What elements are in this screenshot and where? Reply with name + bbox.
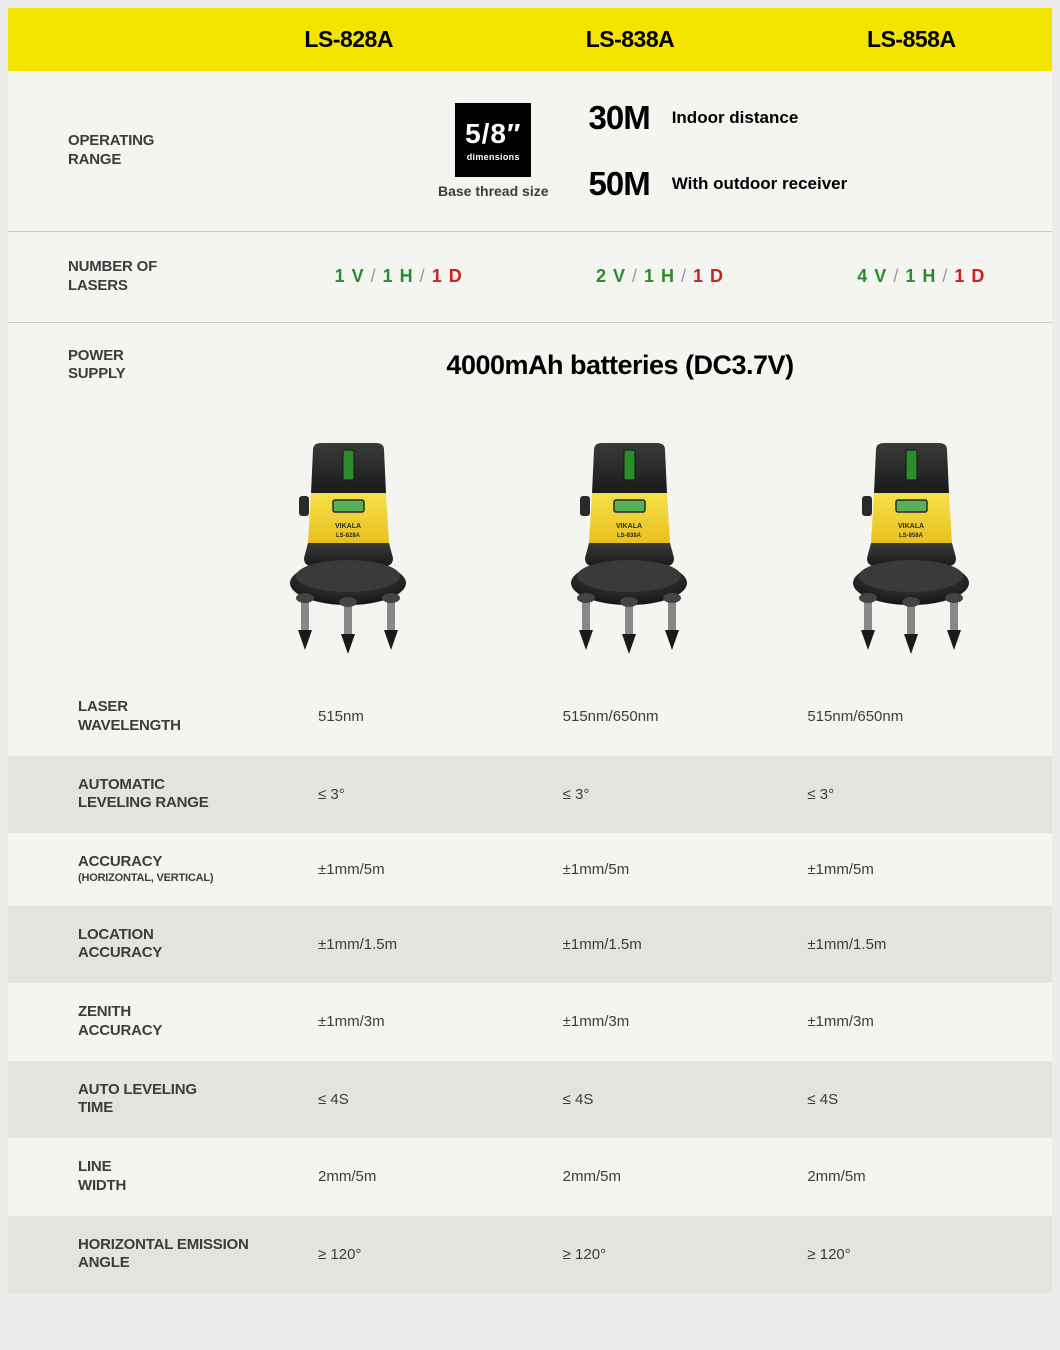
- thread-badge: 5/8″ dimensions Base thread size: [438, 103, 549, 199]
- laser-spec-2: 2 V/1 H/1 D: [529, 266, 790, 287]
- spec-row: AUTO LEVELINGTIME≤ 4S≤ 4S≤ 4S: [8, 1061, 1052, 1139]
- spec-row-label: AUTOMATICLEVELING RANGE: [78, 776, 318, 814]
- spec-value: ±1mm/1.5m: [563, 936, 808, 953]
- row-operating-range: OPERATING RANGE 5/8″ dimensions Base thr…: [8, 71, 1052, 232]
- spec-row: LOCATIONACCURACY±1mm/1.5m±1mm/1.5m±1mm/1…: [8, 906, 1052, 984]
- spec-value: 2mm/5m: [318, 1168, 563, 1185]
- spec-value: ≤ 4S: [318, 1091, 563, 1108]
- power-label: POWER SUPPLY: [68, 347, 268, 385]
- header-row: LS-828A LS-838A LS-858A: [8, 8, 1052, 71]
- product-image-3: VIKALA LS-858A: [771, 438, 1052, 658]
- comparison-table: LS-828A LS-838A LS-858A OPERATING RANGE …: [0, 0, 1060, 1301]
- spec-value: ≤ 3°: [318, 786, 563, 803]
- spec-value: ±1mm/1.5m: [807, 936, 1052, 953]
- spec-value: ≤ 3°: [563, 786, 808, 803]
- svg-text:VIKALA: VIKALA: [335, 523, 361, 530]
- spec-value: ±1mm/5m: [807, 861, 1052, 878]
- spec-table: LASERWAVELENGTH515nm515nm/650nm515nm/650…: [8, 678, 1052, 1293]
- spec-value: ≤ 4S: [563, 1091, 808, 1108]
- svg-text:VIKALA: VIKALA: [898, 523, 924, 530]
- spec-row-label: ACCURACY(HORIZONTAL, VERTICAL): [78, 853, 318, 886]
- model-header-1: LS-828A: [208, 26, 489, 53]
- laser-spec-3: 4 V/1 H/1 D: [791, 266, 1052, 287]
- product-image-1: VIKALA LS-828A: [208, 438, 489, 658]
- spec-value: ±1mm/5m: [318, 861, 563, 878]
- spec-value: ±1mm/3m: [807, 1013, 1052, 1030]
- spec-value: ≥ 120°: [807, 1246, 1052, 1263]
- svg-text:LS-828A: LS-828A: [336, 533, 361, 539]
- spec-value: ±1mm/5m: [563, 861, 808, 878]
- spec-value: ±1mm/1.5m: [318, 936, 563, 953]
- spec-value: ≤ 3°: [807, 786, 1052, 803]
- distance-column: 30M Indoor distance 50M With outdoor rec…: [589, 99, 848, 203]
- spec-row-label: ZENITHACCURACY: [78, 1003, 318, 1041]
- spec-value: 2mm/5m: [563, 1168, 808, 1185]
- spec-row: LINEWIDTH2mm/5m2mm/5m2mm/5m: [8, 1138, 1052, 1216]
- outdoor-distance: 50M With outdoor receiver: [589, 165, 848, 203]
- spec-row: LASERWAVELENGTH515nm515nm/650nm515nm/650…: [8, 678, 1052, 756]
- model-header-2: LS-838A: [489, 26, 770, 53]
- spec-row-label: HORIZONTAL EMISSIONANGLE: [78, 1236, 318, 1274]
- spec-value: ≥ 120°: [563, 1246, 808, 1263]
- spec-value: ≥ 120°: [318, 1246, 563, 1263]
- spec-value: ±1mm/3m: [318, 1013, 563, 1030]
- row-number-of-lasers: NUMBER OF LASERS 1 V/1 H/1 D 2 V/1 H/1 D…: [8, 232, 1052, 323]
- svg-text:VIKALA: VIKALA: [616, 523, 642, 530]
- spec-value: ≤ 4S: [807, 1091, 1052, 1108]
- power-value: 4000mAh batteries (DC3.7V): [268, 350, 1052, 381]
- spec-value: 2mm/5m: [807, 1168, 1052, 1185]
- laser-level-icon: VIKALA LS-828A: [261, 438, 436, 658]
- model-header-3: LS-858A: [771, 26, 1052, 53]
- spec-row: AUTOMATICLEVELING RANGE≤ 3°≤ 3°≤ 3°: [8, 756, 1052, 834]
- product-image-2: VIKALA LS-838A: [489, 438, 770, 658]
- spec-value: 515nm: [318, 708, 563, 725]
- spec-value: ±1mm/3m: [563, 1013, 808, 1030]
- spec-row-label: LOCATIONACCURACY: [78, 926, 318, 964]
- operating-range-label: OPERATING RANGE: [68, 132, 268, 170]
- row-power-supply: POWER SUPPLY 4000mAh batteries (DC3.7V): [8, 323, 1052, 409]
- spec-row: ZENITHACCURACY±1mm/3m±1mm/3m±1mm/3m: [8, 983, 1052, 1061]
- product-images-row: VIKALA LS-828A: [8, 408, 1052, 678]
- operating-range-content: 5/8″ dimensions Base thread size 30M Ind…: [268, 99, 1002, 203]
- laser-spec-1: 1 V/1 H/1 D: [268, 266, 529, 287]
- svg-text:LS-858A: LS-858A: [899, 533, 924, 539]
- laser-level-icon: VIKALA LS-838A: [542, 438, 717, 658]
- spec-value: 515nm/650nm: [563, 708, 808, 725]
- spec-value: 515nm/650nm: [807, 708, 1052, 725]
- indoor-distance: 30M Indoor distance: [589, 99, 848, 137]
- svg-text:LS-838A: LS-838A: [617, 533, 642, 539]
- spec-row-label: LASERWAVELENGTH: [78, 698, 318, 736]
- spec-row-label: AUTO LEVELINGTIME: [78, 1081, 318, 1119]
- lasers-label: NUMBER OF LASERS: [68, 258, 268, 296]
- spec-row: HORIZONTAL EMISSIONANGLE≥ 120°≥ 120°≥ 12…: [8, 1216, 1052, 1294]
- spec-row-label: LINEWIDTH: [78, 1158, 318, 1196]
- thread-box: 5/8″ dimensions: [455, 103, 531, 177]
- spec-row: ACCURACY(HORIZONTAL, VERTICAL)±1mm/5m±1m…: [8, 833, 1052, 906]
- laser-level-icon: VIKALA LS-858A: [824, 438, 999, 658]
